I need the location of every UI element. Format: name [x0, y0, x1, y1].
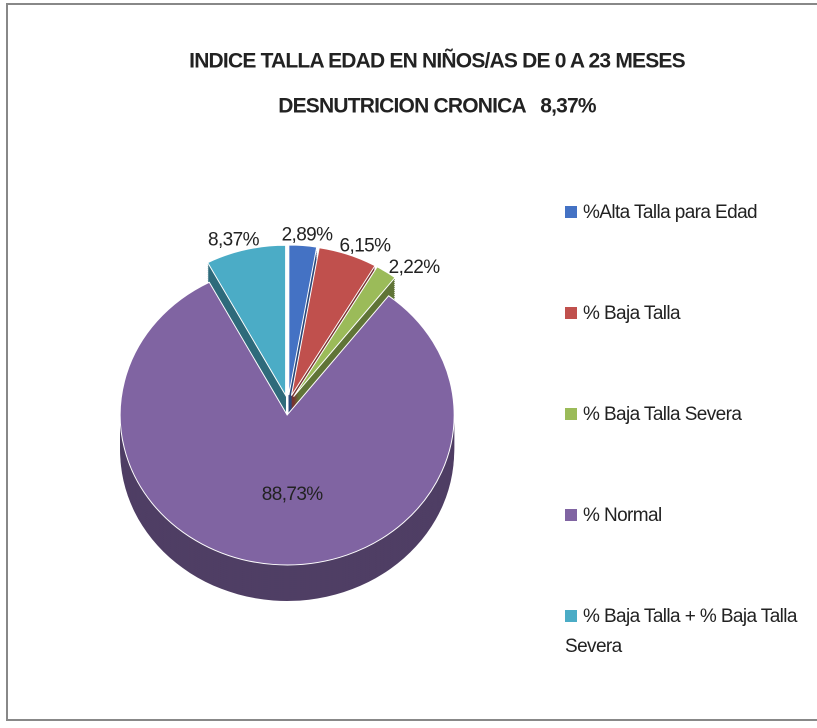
slice — [119, 281, 455, 566]
legend-label: % Baja Talla Severa — [583, 404, 742, 425]
legend-label: %Alta Talla para Edad — [583, 202, 758, 223]
chart-subtitle: DESNUTRICION CRONICA 8,37% — [278, 95, 597, 118]
frame — [6, 3, 817, 721]
chart-title: INDICE TALLA EDAD EN NIÑOS/AS DE 0 A 23 … — [189, 50, 685, 73]
slice — [206, 244, 287, 398]
slice — [288, 244, 318, 396]
slice — [293, 266, 396, 398]
pie-tops — [119, 244, 455, 566]
value-label: 88,73% — [262, 484, 324, 505]
legend-swatch — [565, 408, 577, 420]
legend-swatch — [565, 509, 577, 521]
legend-label: % Baja Talla — [583, 303, 681, 324]
legend-swatch — [565, 610, 577, 622]
slice — [290, 247, 376, 396]
value-label: 8,37% — [208, 230, 260, 251]
value-label: 6,15% — [340, 236, 392, 257]
legend-item: % Baja Talla — [565, 299, 817, 329]
legend-item: % Baja Talla + % Baja Talla Severa — [565, 602, 817, 662]
legend-item: %Alta Talla para Edad — [565, 198, 817, 228]
legend: %Alta Talla para Edad % Baja Talla % Baja … — [565, 0, 817, 728]
value-label: 2,89% — [282, 225, 334, 246]
value-labels: 2,89% 6,15%2,22% 88,73% 8,37% — [208, 225, 441, 505]
legend-label: % Normal — [583, 505, 662, 526]
legend-swatch — [565, 206, 577, 218]
value-label: 2,22% — [389, 257, 441, 278]
legend-item: % Normal — [565, 501, 817, 531]
legend-swatch — [565, 307, 577, 319]
legend-item: % Baja Talla Severa — [565, 400, 817, 430]
legend-label: % Baja Talla + % Baja Talla Severa — [565, 606, 797, 657]
